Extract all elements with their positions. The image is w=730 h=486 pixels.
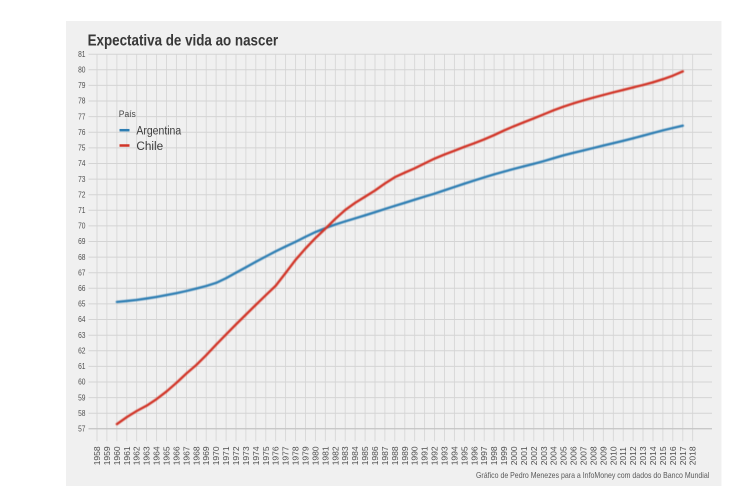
svg-text:1970: 1970 [211,446,221,465]
svg-text:1992: 1992 [430,446,440,465]
svg-text:1994: 1994 [449,446,459,465]
svg-text:1987: 1987 [380,446,390,465]
svg-text:1964: 1964 [152,446,162,465]
svg-text:1997: 1997 [479,446,489,465]
svg-text:1977: 1977 [281,446,291,465]
svg-text:78: 78 [78,97,86,106]
svg-text:1995: 1995 [459,446,469,465]
svg-text:67: 67 [78,268,86,277]
svg-text:1963: 1963 [142,446,152,465]
svg-text:2009: 2009 [598,446,608,465]
svg-text:66: 66 [78,284,86,293]
svg-text:1991: 1991 [420,446,430,465]
svg-text:Expectativa de vida ao nascer: Expectativa de vida ao nascer [88,33,279,50]
svg-text:Gráfico de Pedro Menezes para: Gráfico de Pedro Menezes para a InfoMone… [476,470,709,480]
svg-text:77: 77 [78,112,86,121]
svg-text:75: 75 [78,144,86,153]
svg-text:2004: 2004 [549,446,559,465]
svg-text:1993: 1993 [440,446,450,465]
svg-text:1978: 1978 [291,446,301,465]
svg-text:70: 70 [78,222,86,231]
svg-text:81: 81 [78,50,86,59]
svg-text:1979: 1979 [301,446,311,465]
svg-text:61: 61 [78,362,86,371]
svg-text:2012: 2012 [628,446,638,465]
svg-text:1999: 1999 [499,446,509,465]
svg-text:1975: 1975 [261,446,271,465]
svg-text:1984: 1984 [350,446,360,465]
svg-text:1976: 1976 [271,446,281,465]
svg-text:80: 80 [78,66,86,75]
svg-text:79: 79 [78,81,86,90]
svg-text:2011: 2011 [618,447,628,466]
svg-text:58: 58 [78,409,86,418]
svg-text:Chile: Chile [136,141,163,153]
svg-text:2013: 2013 [638,446,648,465]
svg-text:1988: 1988 [390,446,400,465]
svg-text:2001: 2001 [519,446,529,465]
svg-text:1972: 1972 [231,446,241,465]
svg-text:2005: 2005 [559,446,569,465]
svg-text:60: 60 [78,378,86,387]
svg-text:57: 57 [78,425,86,434]
svg-text:68: 68 [78,253,86,262]
svg-text:63: 63 [78,331,86,340]
svg-text:1962: 1962 [132,446,142,465]
svg-text:62: 62 [78,347,86,356]
svg-text:1974: 1974 [251,446,261,465]
svg-text:2016: 2016 [668,446,678,465]
svg-text:Argentina: Argentina [136,126,181,138]
svg-text:2006: 2006 [569,446,579,465]
svg-text:2014: 2014 [648,446,658,465]
svg-text:2007: 2007 [579,446,589,465]
svg-text:65: 65 [78,300,86,309]
svg-text:1971: 1971 [221,446,231,465]
svg-text:2002: 2002 [529,446,539,465]
svg-text:1959: 1959 [102,446,112,465]
svg-text:1989: 1989 [400,446,410,465]
svg-text:1967: 1967 [181,446,191,465]
svg-text:1998: 1998 [489,446,499,465]
svg-text:1968: 1968 [191,446,201,465]
svg-text:59: 59 [78,393,86,402]
svg-text:1981: 1981 [320,446,330,465]
svg-text:64: 64 [78,315,86,324]
svg-text:1990: 1990 [410,446,420,465]
svg-text:72: 72 [78,190,86,199]
svg-text:2003: 2003 [539,446,549,465]
svg-text:1985: 1985 [360,446,370,465]
svg-text:73: 73 [78,175,86,184]
svg-text:1982: 1982 [330,446,340,465]
svg-text:69: 69 [78,237,86,246]
svg-text:74: 74 [78,159,86,168]
svg-text:1966: 1966 [171,446,181,465]
svg-text:2000: 2000 [509,446,519,465]
svg-text:2010: 2010 [608,446,618,465]
svg-text:1996: 1996 [469,446,479,465]
svg-text:2015: 2015 [658,446,668,465]
svg-text:1965: 1965 [162,446,172,465]
svg-text:1980: 1980 [310,446,320,465]
svg-text:2017: 2017 [678,446,688,465]
svg-text:1961: 1961 [122,446,132,465]
svg-text:1969: 1969 [201,446,211,465]
svg-text:1986: 1986 [370,446,380,465]
svg-text:2018: 2018 [688,446,698,465]
svg-text:País: País [119,109,136,120]
svg-text:1960: 1960 [112,446,122,465]
svg-text:1973: 1973 [241,446,251,465]
svg-text:76: 76 [78,128,86,137]
svg-text:1958: 1958 [92,446,102,465]
svg-text:71: 71 [78,206,86,215]
svg-text:2008: 2008 [588,446,598,465]
svg-text:1983: 1983 [340,446,350,465]
